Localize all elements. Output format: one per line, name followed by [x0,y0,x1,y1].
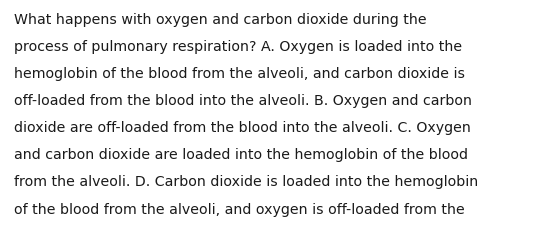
Text: of the blood from the alveoli, and oxygen is off-loaded from the: of the blood from the alveoli, and oxyge… [14,202,465,216]
Text: What happens with oxygen and carbon dioxide during the: What happens with oxygen and carbon diox… [14,13,426,27]
Text: from the alveoli. D. Carbon dioxide is loaded into the hemoglobin: from the alveoli. D. Carbon dioxide is l… [14,175,478,189]
Text: dioxide are off-loaded from the blood into the alveoli. C. Oxygen: dioxide are off-loaded from the blood in… [14,121,471,135]
Text: hemoglobin of the blood from the alveoli, and carbon dioxide is: hemoglobin of the blood from the alveoli… [14,67,465,81]
Text: off-loaded from the blood into the alveoli. B. Oxygen and carbon: off-loaded from the blood into the alveo… [14,94,472,108]
Text: and carbon dioxide are loaded into the hemoglobin of the blood: and carbon dioxide are loaded into the h… [14,148,468,162]
Text: process of pulmonary​ respiration? A. Oxygen is loaded into the: process of pulmonary​ respiration? A. Ox… [14,40,462,54]
